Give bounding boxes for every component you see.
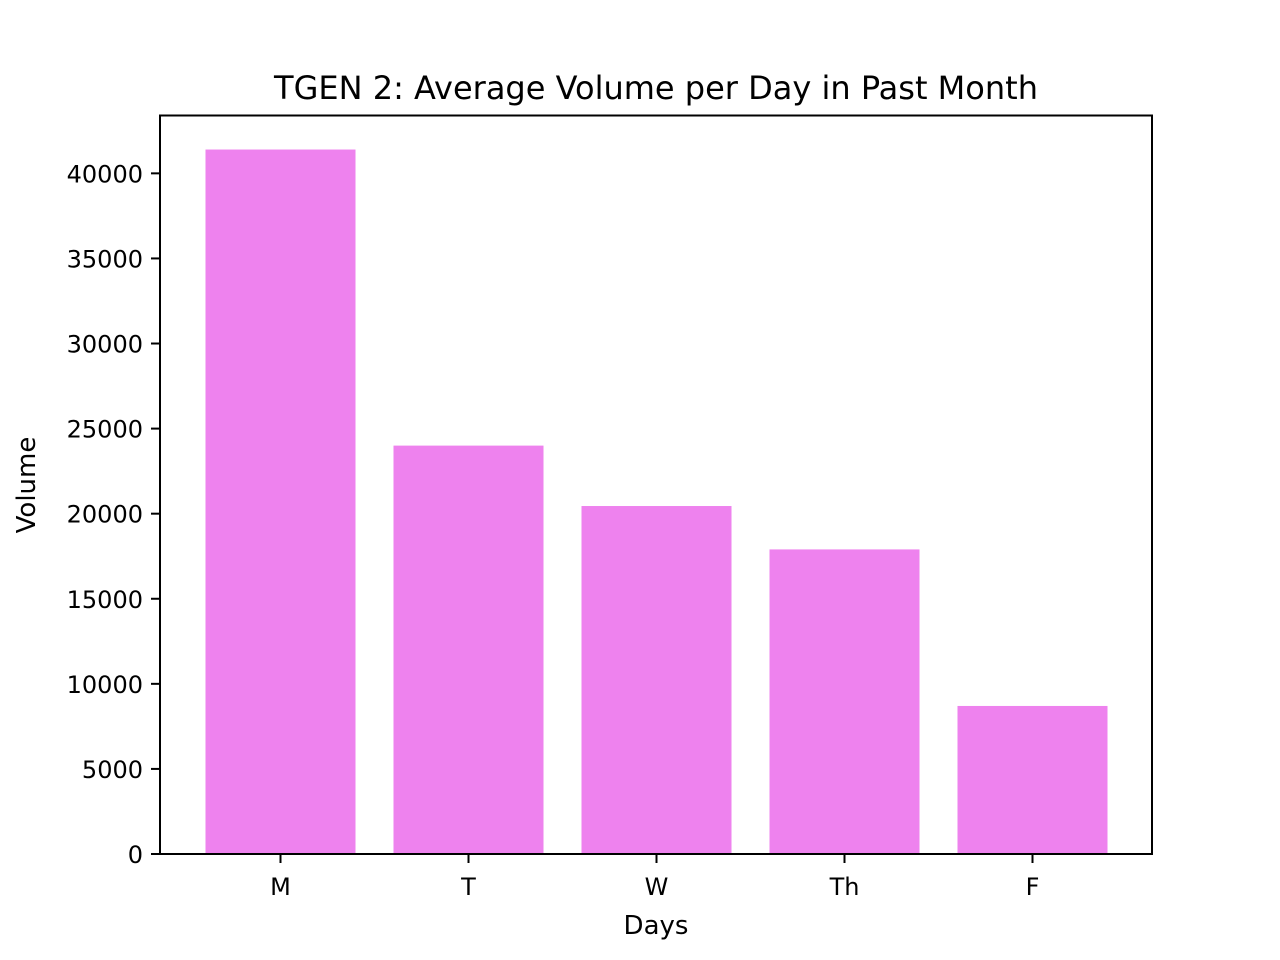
bar-th: [769, 549, 920, 854]
plot-frame: [159, 114, 1153, 855]
bars-group: [205, 149, 1108, 855]
x-tick-label-f: F: [1026, 873, 1040, 901]
y-tick-label-20000: 20000: [67, 501, 143, 529]
bar-f: [957, 705, 1108, 854]
y-tick-label-40000: 40000: [67, 160, 143, 188]
y-tick-label-5000: 5000: [82, 756, 143, 784]
y-tick-label-35000: 35000: [67, 245, 143, 273]
bar-w: [581, 506, 732, 854]
bar-m: [205, 149, 356, 855]
y-tick-label-10000: 10000: [67, 671, 143, 699]
x-tick-label-m: M: [270, 873, 291, 901]
x-tick-label-w: W: [645, 873, 669, 901]
y-tick-label-25000: 25000: [67, 416, 143, 444]
bar-t: [393, 445, 544, 854]
y-axis: 0 5000 10000 15000 20000 25000 30000 35000 40000: [67, 160, 160, 869]
x-axis-label: Days: [624, 911, 689, 941]
y-tick-label-0: 0: [128, 841, 143, 869]
y-tick-label-15000: 15000: [67, 586, 143, 614]
x-axis: M T W Th F: [270, 854, 1039, 901]
x-tick-label-th: Th: [829, 873, 860, 901]
y-tick-label-30000: 30000: [67, 331, 143, 359]
y-axis-label: Volume: [12, 437, 42, 534]
chart-title: TGEN 2: Average Volume per Day in Past M…: [273, 69, 1038, 107]
x-tick-label-t: T: [460, 873, 476, 901]
